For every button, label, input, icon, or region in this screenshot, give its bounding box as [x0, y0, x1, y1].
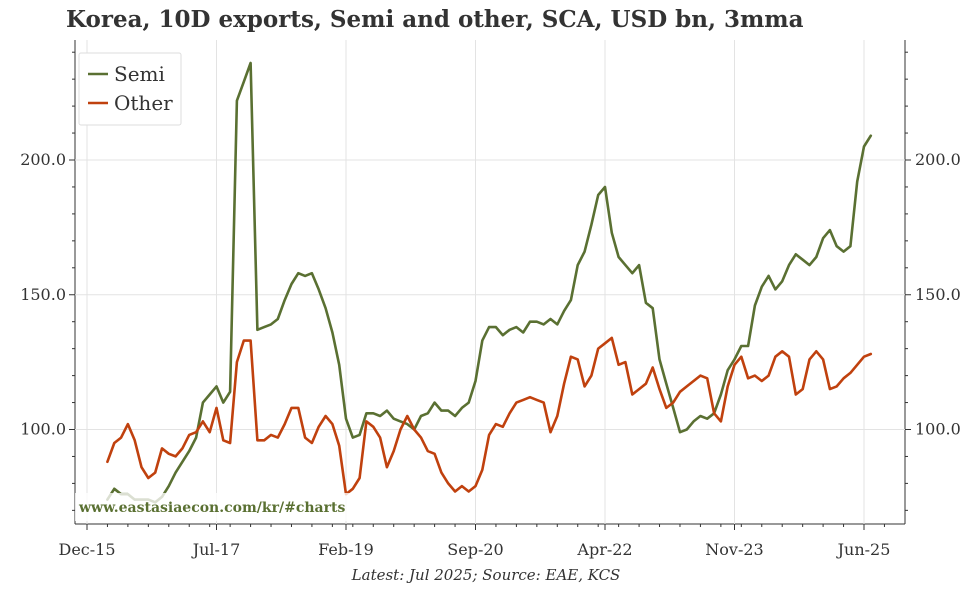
x-tick-label: Dec-15	[58, 540, 115, 559]
x-tick-label: Jul-17	[191, 540, 241, 559]
chart-title: Korea, 10D exports, Semi and other, SCA,…	[66, 6, 804, 33]
y-tick-label-left: 150.0	[20, 285, 66, 304]
x-tick-label: Jun-25	[836, 540, 891, 559]
y-tick-label-right: 200.0	[915, 150, 961, 169]
y-tick-label-left: 200.0	[20, 150, 66, 169]
x-tick-label: Feb-19	[318, 540, 374, 559]
legend-label: Other	[114, 91, 173, 115]
y-tick-label-right: 150.0	[915, 285, 961, 304]
x-tick-label: Nov-23	[705, 540, 763, 559]
legend-box	[78, 52, 182, 126]
y-tick-label-left: 100.0	[20, 420, 66, 439]
x-tick-label: Sep-20	[447, 540, 503, 559]
chart-footnote: Latest: Jul 2025; Source: EAE, KCS	[351, 566, 621, 584]
x-tick-label: Apr-22	[576, 540, 632, 559]
other-line	[106, 336, 873, 496]
watermark-text: www.eastasiaecon.com/kr/#charts	[78, 500, 345, 516]
legend-label: Semi	[114, 62, 165, 86]
semi-line	[106, 61, 873, 504]
watermark-box	[75, 493, 359, 521]
y-tick-label-right: 100.0	[915, 420, 961, 439]
